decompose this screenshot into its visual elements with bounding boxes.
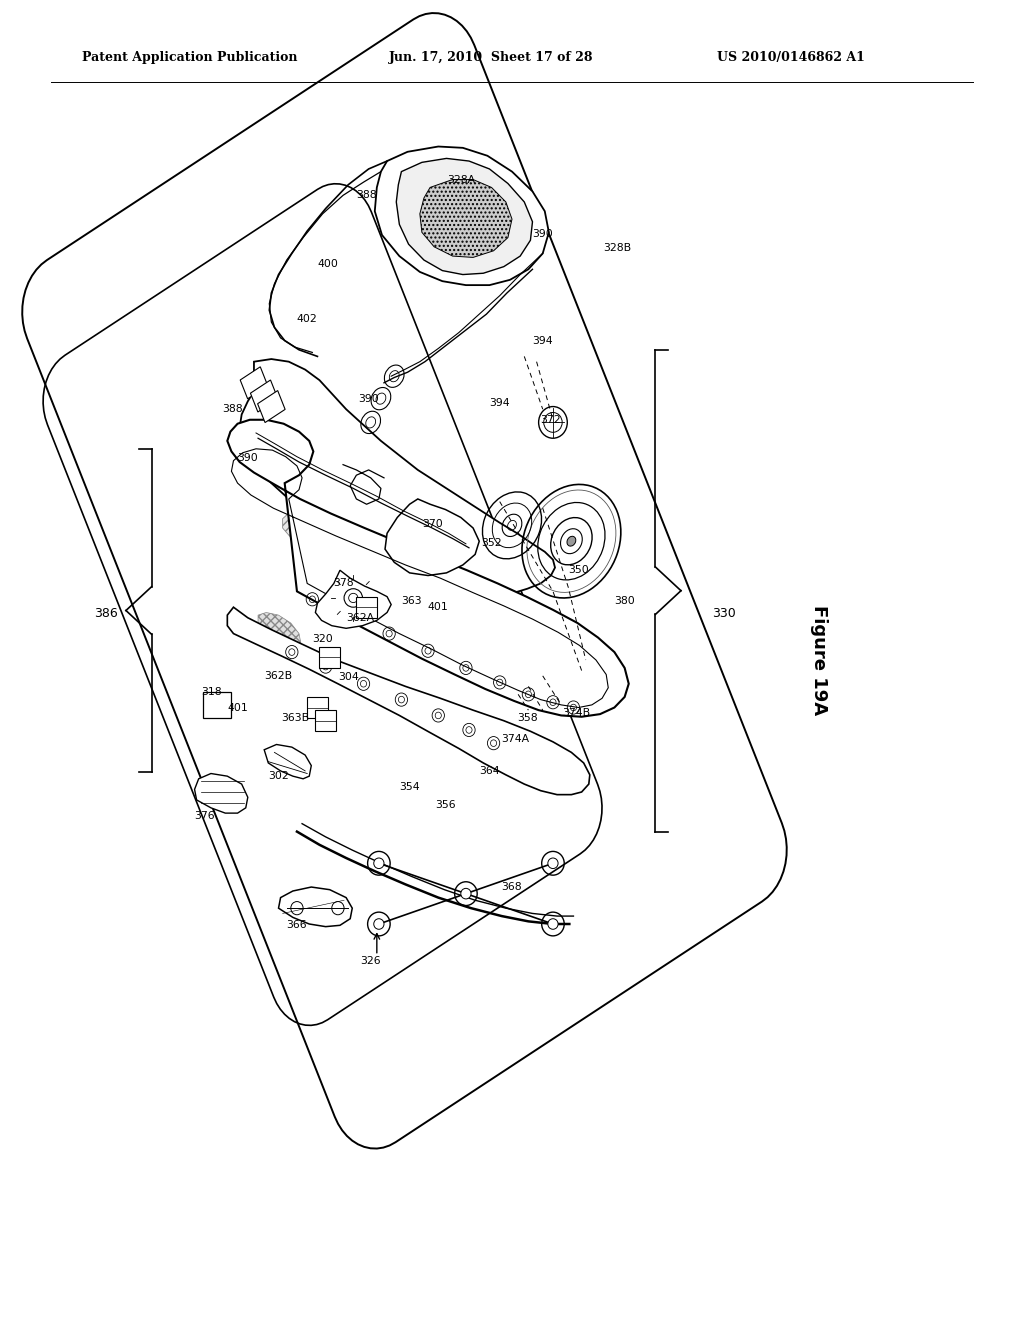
Text: 354: 354	[399, 781, 420, 792]
Polygon shape	[283, 510, 597, 704]
Polygon shape	[420, 180, 512, 257]
Text: 394: 394	[532, 335, 553, 346]
Text: 302: 302	[268, 771, 289, 781]
Text: 388: 388	[356, 190, 377, 201]
Polygon shape	[227, 420, 629, 717]
Text: 368: 368	[502, 882, 522, 892]
Text: 328B: 328B	[603, 243, 632, 253]
Text: 386: 386	[94, 607, 118, 620]
Text: 318: 318	[202, 686, 222, 697]
Text: 358: 358	[517, 713, 538, 723]
Text: 352: 352	[481, 537, 502, 548]
Polygon shape	[279, 887, 352, 927]
Bar	[356, 597, 377, 618]
Text: 380: 380	[614, 595, 635, 606]
Bar	[315, 710, 336, 731]
Ellipse shape	[374, 858, 384, 869]
Text: 390: 390	[532, 228, 553, 239]
Text: 372: 372	[541, 414, 561, 425]
Text: 362A: 362A	[346, 612, 375, 623]
Polygon shape	[315, 570, 391, 628]
Text: 400: 400	[317, 259, 338, 269]
Text: 402: 402	[297, 314, 317, 325]
Polygon shape	[385, 499, 479, 576]
Text: 390: 390	[358, 393, 379, 404]
Text: 362B: 362B	[264, 671, 293, 681]
Text: 388: 388	[222, 404, 243, 414]
Bar	[319, 647, 340, 668]
Ellipse shape	[374, 919, 384, 929]
Text: Figure 19A: Figure 19A	[810, 605, 828, 715]
Text: Patent Application Publication: Patent Application Publication	[82, 50, 297, 63]
Text: 350: 350	[568, 565, 589, 576]
Text: 378: 378	[333, 578, 353, 589]
Ellipse shape	[567, 536, 575, 546]
Text: 374B: 374B	[562, 708, 591, 718]
Text: 401: 401	[428, 602, 449, 612]
Text: 370: 370	[422, 519, 442, 529]
Bar	[307, 697, 328, 718]
Text: 374A: 374A	[501, 734, 529, 744]
Text: 363: 363	[401, 595, 422, 606]
Polygon shape	[375, 147, 549, 285]
Polygon shape	[240, 359, 555, 597]
Text: Jun. 17, 2010  Sheet 17 of 28: Jun. 17, 2010 Sheet 17 of 28	[389, 50, 594, 63]
Ellipse shape	[548, 919, 558, 929]
Text: 356: 356	[435, 800, 456, 810]
Text: 304: 304	[338, 672, 358, 682]
Text: 390: 390	[238, 453, 258, 463]
Text: 376: 376	[195, 810, 215, 821]
Polygon shape	[241, 367, 267, 399]
Ellipse shape	[461, 888, 471, 899]
Polygon shape	[251, 380, 278, 412]
Text: 326: 326	[360, 956, 381, 966]
Polygon shape	[195, 774, 248, 813]
Text: 328A: 328A	[446, 174, 475, 185]
Text: 366: 366	[287, 920, 307, 931]
Ellipse shape	[548, 858, 558, 869]
Polygon shape	[258, 391, 285, 422]
Text: 330: 330	[712, 607, 735, 620]
Text: 320: 320	[312, 634, 333, 644]
Text: 401: 401	[227, 702, 248, 713]
Text: 394: 394	[489, 397, 510, 408]
Polygon shape	[258, 612, 579, 784]
Text: 363B: 363B	[281, 713, 309, 723]
Text: US 2010/0146862 A1: US 2010/0146862 A1	[717, 50, 864, 63]
Polygon shape	[227, 607, 590, 795]
Polygon shape	[264, 744, 311, 779]
Text: 364: 364	[479, 766, 500, 776]
Bar	[203, 692, 231, 718]
Polygon shape	[396, 158, 532, 275]
